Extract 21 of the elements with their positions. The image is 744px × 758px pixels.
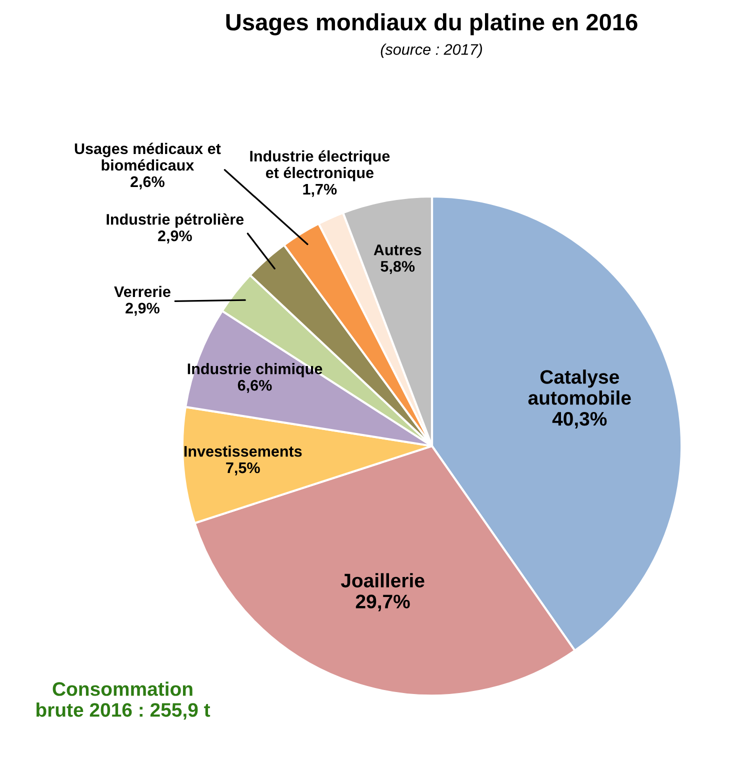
- data-label: 2,6%: [130, 176, 164, 190]
- data-label: 2,9%: [126, 302, 160, 316]
- data-label: 29,7%: [356, 594, 410, 612]
- slice-label: Investissements: [184, 446, 302, 457]
- slice-label: Autres: [374, 244, 422, 256]
- data-label: 1,7%: [303, 184, 337, 197]
- data-label: 40,3%: [552, 412, 607, 429]
- data-label: 2,9%: [158, 230, 192, 244]
- chart-subtitle: (source : 2017): [380, 44, 482, 58]
- slice-label: Usages médicaux et biomédicaux: [74, 142, 221, 171]
- slice-label: Industrie électrique et électronique: [250, 150, 390, 182]
- data-label: 6,6%: [238, 380, 272, 393]
- slice-label: Catalyse automobile: [528, 370, 631, 405]
- chart-title: Usages mondiaux du platine en 2016: [226, 13, 638, 36]
- data-label: 7,5%: [226, 462, 260, 476]
- text: Consommation brute 2016 : 255,9 t: [36, 682, 210, 720]
- slice-label: Verrerie: [114, 286, 170, 298]
- slice-label: Industrie chimique: [188, 363, 322, 378]
- slice-label: Joaillerie: [340, 573, 424, 588]
- slice-label: Industrie pétrolière: [106, 213, 244, 228]
- data-label: 5,8%: [380, 260, 415, 274]
